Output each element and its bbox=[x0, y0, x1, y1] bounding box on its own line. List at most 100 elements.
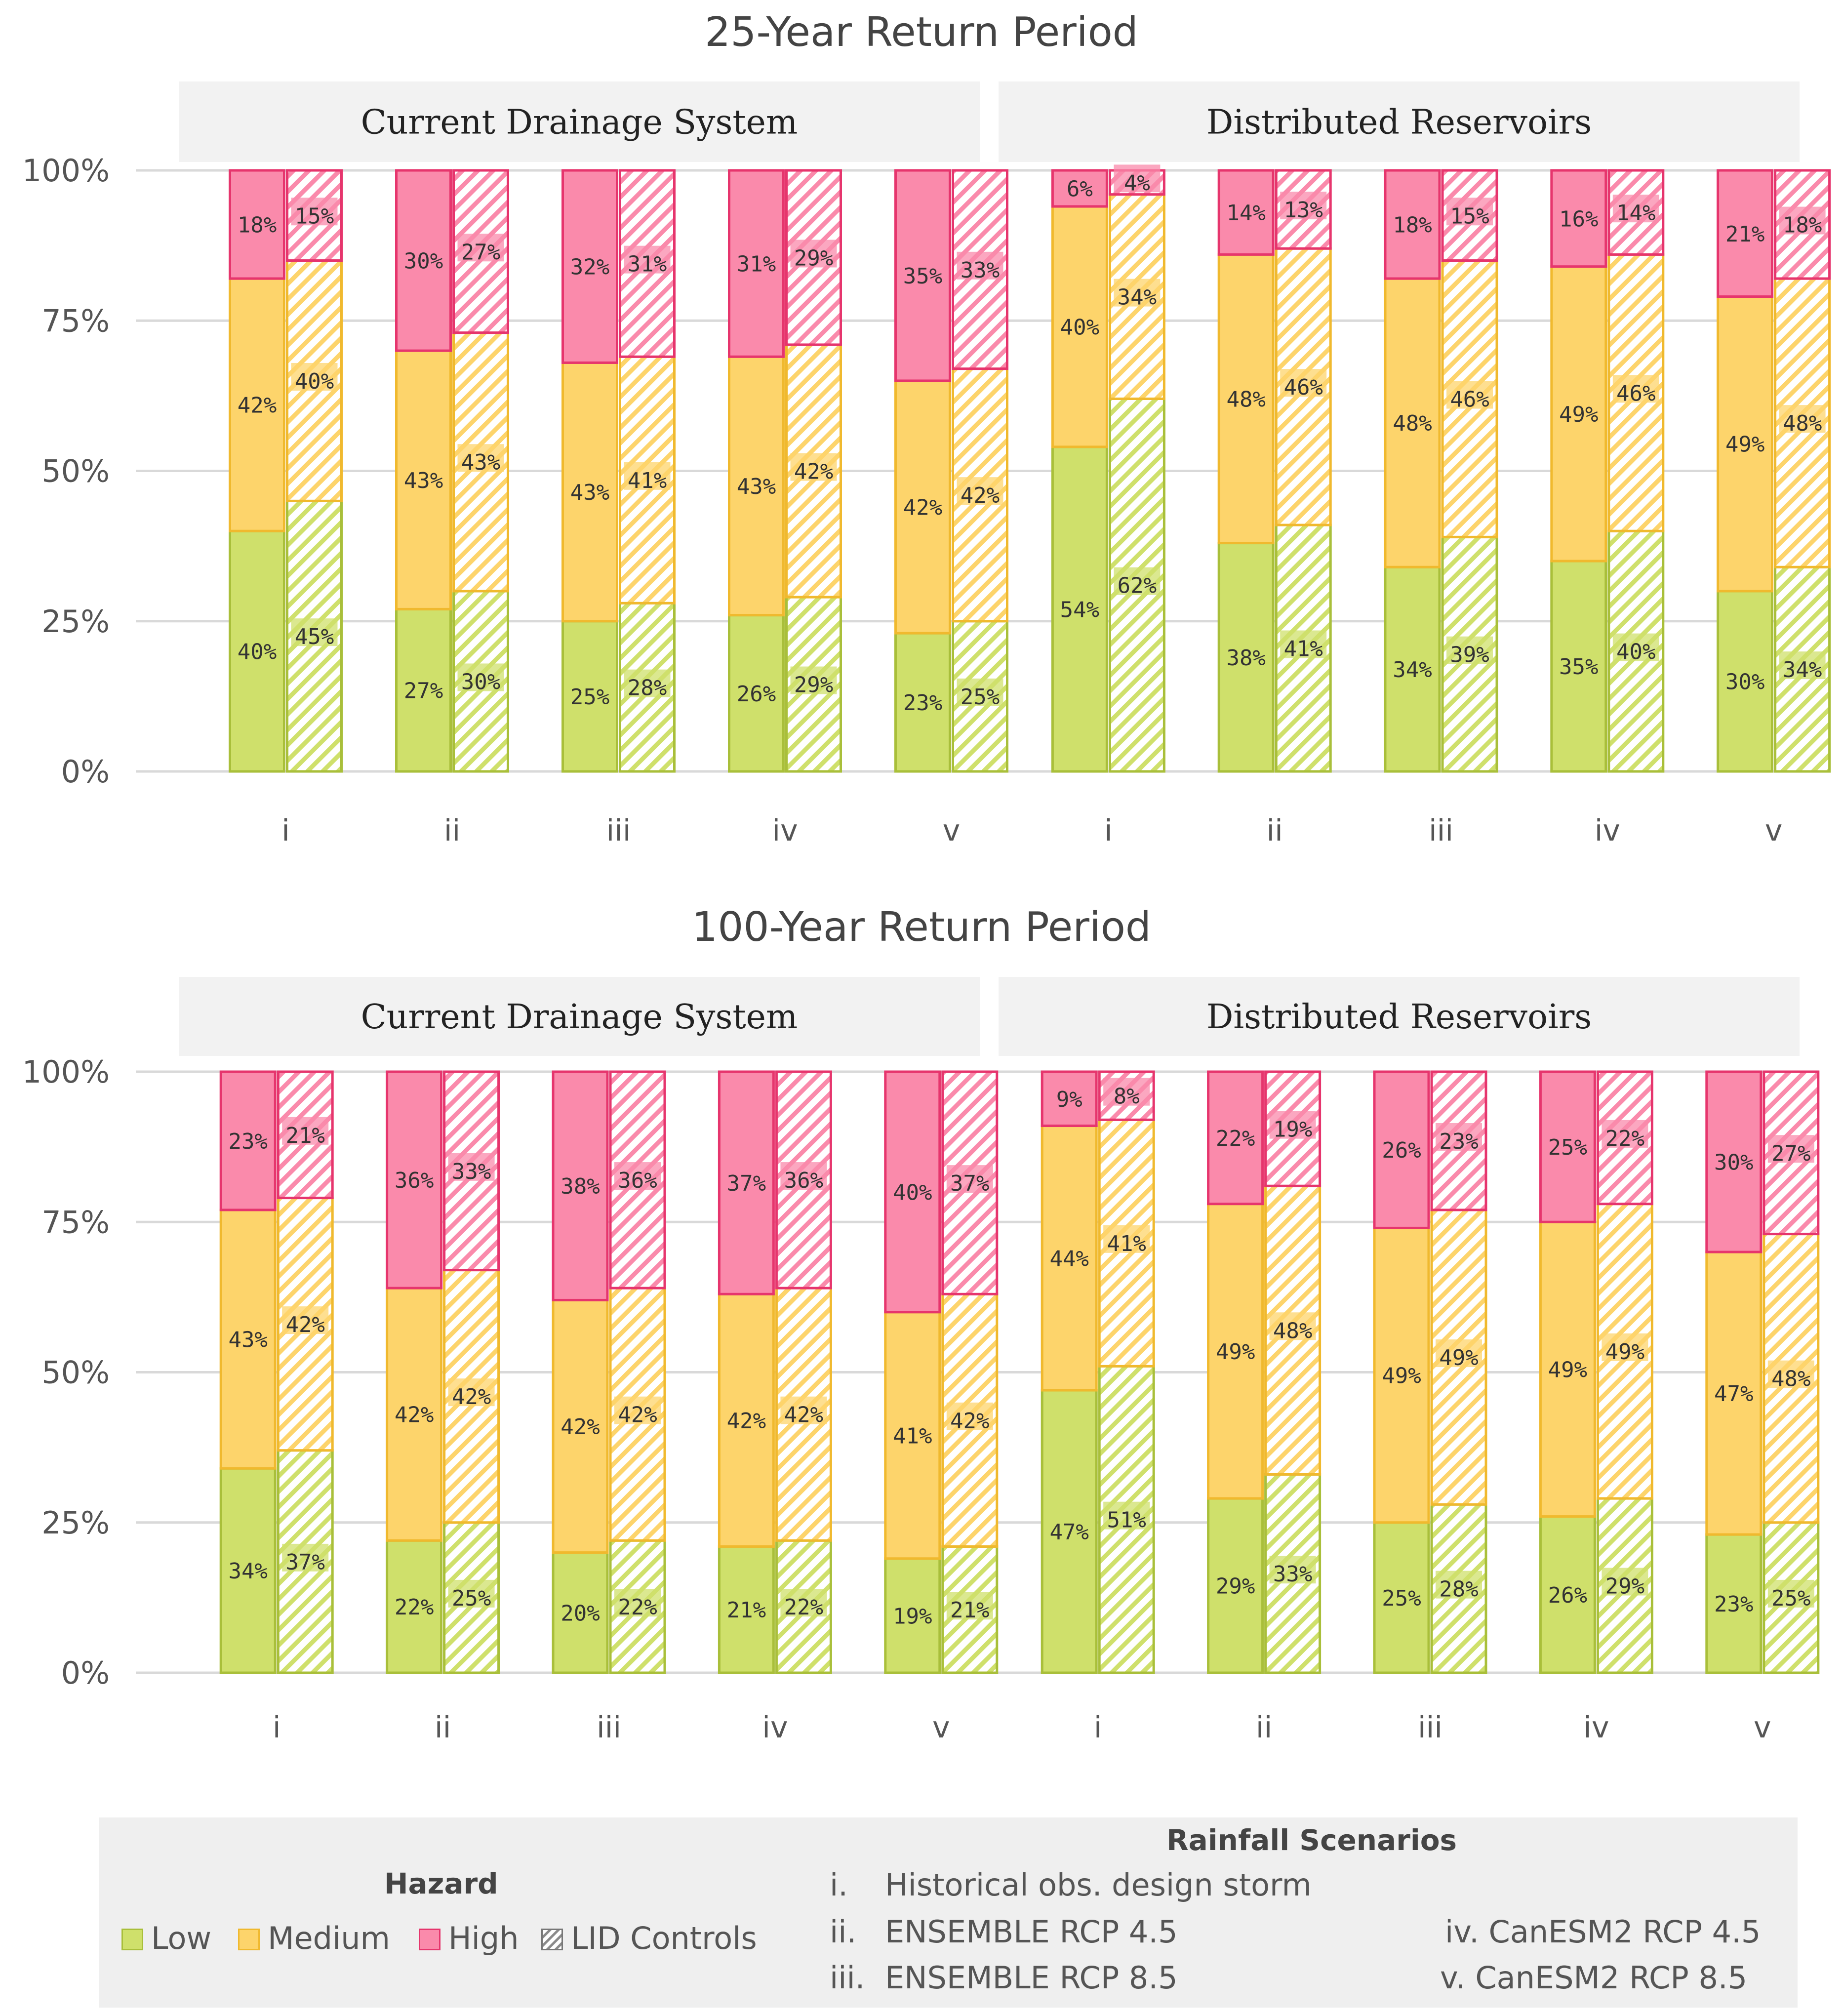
bar-2-distributed-reservoirs-i-medium-lid-label-bg bbox=[1103, 1225, 1150, 1253]
bar-1-current-drainage-system-iv-high-label: 31% bbox=[737, 252, 776, 277]
bar-1-distributed-reservoirs-ii-medium-lid-label-bg bbox=[1280, 369, 1327, 397]
bar-1-distributed-reservoirs-iii-medium-lid-label: 46% bbox=[1450, 387, 1489, 412]
bar-2-distributed-reservoirs-iv-low-lid-label-bg bbox=[1602, 1568, 1648, 1596]
x-tick-label-2-current-drainage-system-i: i bbox=[273, 1710, 281, 1745]
bar-2-distributed-reservoirs-iii-low-lid-label-bg bbox=[1436, 1571, 1482, 1599]
bar-2-current-drainage-system-ii-low bbox=[386, 1539, 443, 1674]
bar-2-current-drainage-system-i-high-label: 23% bbox=[228, 1129, 267, 1154]
bar-2-distributed-reservoirs-ii-medium-label: 49% bbox=[1216, 1339, 1255, 1365]
y-tick-label-2-25: 25% bbox=[41, 1505, 110, 1541]
y-tick-label-2-100: 100% bbox=[22, 1054, 110, 1090]
bar-1-distributed-reservoirs-ii-medium-lid-label: 46% bbox=[1283, 375, 1322, 400]
bar-1-current-drainage-system-i-medium-lid-label-bg bbox=[291, 363, 338, 391]
bar-2-distributed-reservoirs-iii-medium-lid-label: 49% bbox=[1439, 1345, 1478, 1371]
bar-1-distributed-reservoirs-iii-low-lid-label-bg bbox=[1446, 636, 1493, 664]
bar-1-current-drainage-system-v-low bbox=[894, 632, 951, 773]
bar-1-distributed-reservoirs-iv-high-label: 16% bbox=[1559, 206, 1598, 232]
bar-2-current-drainage-system-v-high-label: 40% bbox=[893, 1180, 932, 1205]
bar-1-current-drainage-system-i-medium-label: 42% bbox=[238, 393, 277, 418]
bar-2-current-drainage-system-ii-high-lid-label: 33% bbox=[452, 1159, 491, 1184]
y-tick-label-2-50: 50% bbox=[41, 1355, 110, 1391]
y-tick-label-2-0: 0% bbox=[61, 1655, 110, 1691]
bar-2-distributed-reservoirs-v-low-lid-label: 25% bbox=[1771, 1586, 1810, 1611]
bar-2-current-drainage-system-iii-high-label: 38% bbox=[561, 1174, 600, 1199]
bar-1-current-drainage-system-ii-low-lid-label-bg bbox=[457, 663, 504, 691]
bar-1-distributed-reservoirs-v-high-lid-label: 18% bbox=[1783, 213, 1822, 238]
bar-1-current-drainage-system-ii-high-lid-label: 27% bbox=[461, 240, 500, 265]
bar-1-distributed-reservoirs-v-medium-lid-label-bg bbox=[1779, 405, 1826, 433]
bar-1-current-drainage-system-i-low bbox=[229, 529, 285, 773]
bar-1-distributed-reservoirs-ii-low-lid-label-bg bbox=[1280, 630, 1327, 658]
x-tick-label-1-current-drainage-system-i: i bbox=[281, 813, 290, 848]
panel-label-1-current-drainage-system: Current Drainage System bbox=[361, 103, 798, 142]
bar-1-current-drainage-system-i-low-lid-label: 45% bbox=[295, 624, 334, 649]
panel-strip-2-current-drainage-system bbox=[179, 977, 980, 1056]
bar-1-distributed-reservoirs-ii-medium bbox=[1217, 253, 1275, 545]
bar-2-current-drainage-system-i-high bbox=[219, 1070, 277, 1211]
bar-1-distributed-reservoirs-i-medium-lid-label-bg bbox=[1114, 279, 1161, 307]
x-tick-label-1-current-drainage-system-ii: ii bbox=[444, 813, 460, 848]
legend-scenario-1: i. Historical obs. design storm bbox=[830, 1867, 1312, 1903]
bar-2-distributed-reservoirs-iii-high-lid-label-bg bbox=[1436, 1123, 1482, 1151]
bar-2-current-drainage-system-ii-low-lid-label: 25% bbox=[452, 1586, 491, 1611]
chart-title-1: 25-Year Return Period bbox=[705, 9, 1138, 56]
bar-2-current-drainage-system-iii-low-lid-label: 22% bbox=[618, 1595, 657, 1620]
bar-2-distributed-reservoirs-v-low-label: 23% bbox=[1714, 1592, 1753, 1617]
bar-1-current-drainage-system-v-low-label: 23% bbox=[903, 690, 942, 716]
bar-1-current-drainage-system-iii-low-lid-label: 28% bbox=[628, 676, 667, 701]
bar-2-distributed-reservoirs-i-low-label: 47% bbox=[1049, 1520, 1088, 1545]
bar-2-distributed-reservoirs-iv-medium bbox=[1539, 1220, 1596, 1518]
legend-low-swatch bbox=[121, 1929, 143, 1950]
bar-1-distributed-reservoirs-v-low-lid-label: 34% bbox=[1783, 657, 1822, 683]
bar-2-current-drainage-system-i-medium-label: 43% bbox=[228, 1328, 267, 1353]
bar-2-current-drainage-system-ii-medium-lid-label-bg bbox=[448, 1378, 495, 1407]
y-tick-label-1-25: 25% bbox=[41, 604, 110, 640]
bar-1-current-drainage-system-iii-high bbox=[561, 169, 618, 364]
bar-1-current-drainage-system-i-high-lid-label-bg bbox=[291, 198, 338, 226]
bar-2-current-drainage-system-iv-high-label: 37% bbox=[727, 1171, 766, 1196]
legend-medium-swatch bbox=[238, 1929, 260, 1950]
bar-1-current-drainage-system-i-high-lid-label: 15% bbox=[295, 203, 334, 229]
bar-1-current-drainage-system-iii-medium-lid-label-bg bbox=[624, 462, 671, 490]
bar-2-distributed-reservoirs-iv-medium-lid-label: 49% bbox=[1605, 1339, 1644, 1365]
legend: Hazard Low Medium High LID Controls Rain… bbox=[99, 1817, 1798, 2008]
bar-1-distributed-reservoirs-iii-medium bbox=[1384, 277, 1441, 568]
bar-1-distributed-reservoirs-iv-medium-label: 49% bbox=[1559, 402, 1598, 427]
bar-1-current-drainage-system-iv-high-lid-label: 29% bbox=[794, 245, 833, 271]
bar-2-current-drainage-system-v-high-lid-label-bg bbox=[946, 1165, 993, 1193]
panel-label-2-current-drainage-system: Current Drainage System bbox=[361, 998, 798, 1037]
bar-2-distributed-reservoirs-iv-medium-label: 49% bbox=[1548, 1357, 1587, 1382]
bar-2-distributed-reservoirs-i-high-label: 9% bbox=[1056, 1087, 1082, 1112]
bar-1-current-drainage-system-iii-low bbox=[561, 620, 618, 773]
bar-2-current-drainage-system-iii-high-lid-label-bg bbox=[614, 1162, 661, 1190]
bar-1-current-drainage-system-ii-high bbox=[395, 169, 452, 352]
bar-1-current-drainage-system-ii-medium-lid-label: 43% bbox=[461, 450, 500, 475]
bar-2-distributed-reservoirs-ii-medium-lid-label: 48% bbox=[1273, 1318, 1312, 1343]
bar-1-distributed-reservoirs-i-high bbox=[1051, 169, 1108, 208]
bar-2-distributed-reservoirs-ii-high bbox=[1207, 1070, 1264, 1206]
bar-1-current-drainage-system-ii-medium bbox=[395, 349, 452, 610]
bar-2-distributed-reservoirs-ii-medium-lid-label-bg bbox=[1269, 1312, 1316, 1340]
bar-2-current-drainage-system-v-low-lid-label-bg bbox=[946, 1592, 993, 1620]
bar-2-distributed-reservoirs-iii-high-label: 26% bbox=[1382, 1138, 1421, 1163]
bar-1-distributed-reservoirs-v-medium-label: 49% bbox=[1725, 432, 1764, 457]
legend-scenarios-title: Rainfall Scenarios bbox=[1166, 1823, 1457, 1857]
bar-1-distributed-reservoirs-iii-high bbox=[1384, 169, 1441, 280]
bar-2-distributed-reservoirs-iv-high-label: 25% bbox=[1548, 1135, 1587, 1160]
legend-scenario-5: v. CanESM2 RCP 8.5 bbox=[1440, 1960, 1748, 1996]
bar-2-distributed-reservoirs-i-high-lid-label-bg bbox=[1103, 1078, 1150, 1106]
bar-2-current-drainage-system-ii-high bbox=[386, 1070, 443, 1290]
x-tick-label-2-current-drainage-system-iii: iii bbox=[597, 1710, 621, 1745]
bar-2-distributed-reservoirs-v-high-lid-label: 27% bbox=[1771, 1141, 1810, 1166]
bar-1-distributed-reservoirs-iii-high-lid-label: 15% bbox=[1450, 203, 1489, 229]
bar-1-distributed-reservoirs-i-low-label: 54% bbox=[1060, 597, 1099, 622]
bar-1-distributed-reservoirs-ii-high-lid-label: 13% bbox=[1283, 198, 1322, 223]
bar-1-distributed-reservoirs-v-high-label: 21% bbox=[1725, 222, 1764, 247]
bar-2-current-drainage-system-v-medium-label: 41% bbox=[893, 1423, 932, 1449]
bar-2-current-drainage-system-v-low bbox=[884, 1557, 941, 1674]
bar-1-current-drainage-system-i-high bbox=[229, 169, 285, 280]
x-tick-label-1-current-drainage-system-iv: iv bbox=[772, 813, 798, 848]
bar-2-current-drainage-system-iv-high bbox=[718, 1070, 775, 1295]
bar-1-current-drainage-system-ii-low-lid-label: 30% bbox=[461, 669, 500, 694]
x-tick-label-1-current-drainage-system-iii: iii bbox=[606, 813, 631, 848]
